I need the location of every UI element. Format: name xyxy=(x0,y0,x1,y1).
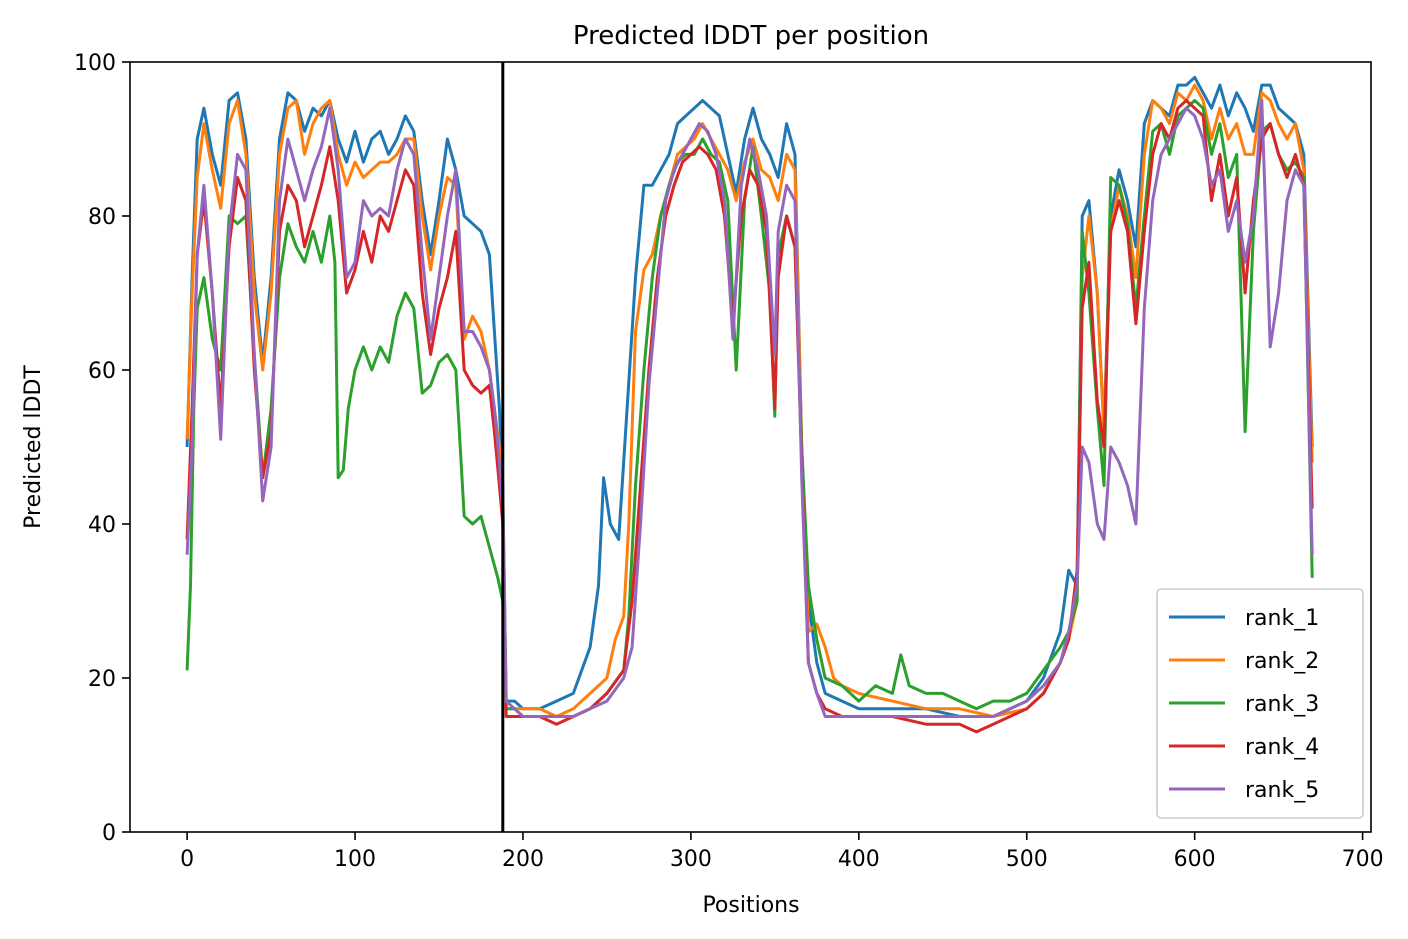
legend-label-rank_2: rank_2 xyxy=(1245,649,1319,674)
series-line-rank_5 xyxy=(185,99,1314,718)
series-line-rank_1 xyxy=(185,75,1314,718)
y-tick-label: 80 xyxy=(88,205,116,230)
y-tick-label: 100 xyxy=(74,51,116,76)
y-tick-label: 0 xyxy=(102,821,116,846)
x-tick-label: 400 xyxy=(838,847,880,872)
legend-label-rank_1: rank_1 xyxy=(1245,606,1319,631)
y-tick-label: 60 xyxy=(88,359,116,384)
series-layer xyxy=(185,75,1314,734)
x-tick-label: 500 xyxy=(1006,847,1048,872)
x-axis-ticks: 0 100 200 300 400 500 600 700 xyxy=(180,832,1384,872)
x-tick-label: 600 xyxy=(1174,847,1216,872)
x-tick-label: 0 xyxy=(180,847,194,872)
plot-area-frame xyxy=(129,61,1372,833)
legend-box xyxy=(1156,588,1364,819)
legend-label-rank_4: rank_4 xyxy=(1245,735,1319,760)
x-tick-label: 100 xyxy=(334,847,376,872)
x-tick-label: 300 xyxy=(670,847,712,872)
y-axis-ticks: 0 20 40 60 80 100 xyxy=(74,51,130,846)
x-tick-label: 700 xyxy=(1342,847,1384,872)
legend-label-rank_3: rank_3 xyxy=(1245,692,1319,717)
legend: rank_1 rank_2 rank_3 rank_4 rank_5 xyxy=(1156,588,1364,819)
x-axis-title: Positions xyxy=(702,893,799,918)
y-axis-title: Predicted lDDT xyxy=(21,365,46,529)
chart-title: Predicted lDDT per position xyxy=(573,21,929,51)
x-tick-label: 200 xyxy=(502,847,544,872)
y-tick-label: 40 xyxy=(88,513,116,538)
y-tick-label: 20 xyxy=(88,667,116,692)
legend-label-rank_5: rank_5 xyxy=(1245,778,1319,803)
series-line-rank_4 xyxy=(185,99,1314,734)
